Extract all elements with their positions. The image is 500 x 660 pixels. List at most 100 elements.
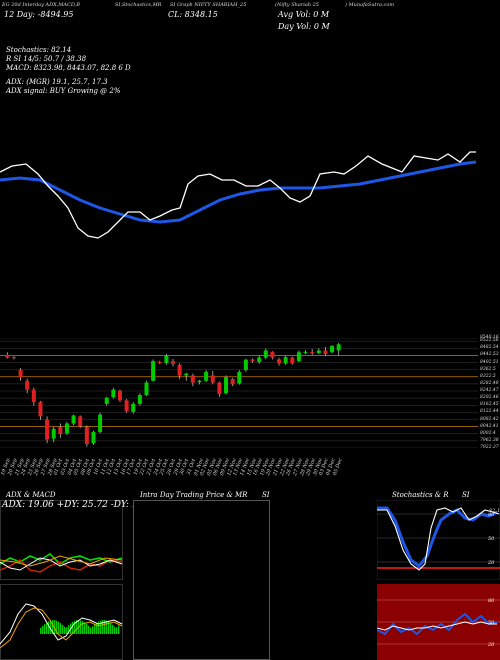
header-text-4: (Nifty Shariah 25 (275, 2, 319, 8)
candle (316, 348, 321, 355)
candle (177, 363, 182, 379)
macd-histogram-bar (102, 620, 104, 634)
candle (210, 370, 215, 385)
candle-body (316, 350, 321, 354)
left-value: 12 Day: -8494.95 (4, 10, 74, 19)
adx-text: ADX: (MGR) 19.1, 25.7, 17.3 (6, 78, 108, 86)
price-axis-label: 8162.45 (480, 402, 499, 408)
price-axis-label: 8082.42 (480, 416, 499, 422)
candle-body (11, 357, 16, 359)
stoch-d-line (377, 506, 498, 569)
candle (243, 358, 248, 372)
header-text-2: SI,Stochastics,MR (115, 2, 162, 8)
price-axis-label: 8322.5 (480, 373, 496, 379)
candle (171, 359, 175, 367)
candle-body (131, 403, 136, 412)
candle-body (78, 416, 83, 427)
candle-body (84, 427, 89, 444)
candle-body (124, 400, 129, 412)
candle (58, 423, 63, 438)
macd-histogram-bar (94, 624, 96, 634)
price-axis-label: 8122.44 (480, 409, 499, 415)
day-vol: Day Vol: 0 M (278, 22, 330, 31)
macd-histogram-bar (50, 620, 52, 634)
price-axis-label: 7922.37 (480, 445, 499, 450)
macd-histogram-bar (76, 620, 78, 634)
candle-body (98, 414, 103, 433)
macd-histogram-bar (60, 623, 62, 634)
stoch-title-si: SI (462, 491, 470, 499)
adx-readout: ADX: 19.06 +DY: 25.72 -DY: 17.49 (2, 500, 158, 510)
price-axis-label: 8362.5 (480, 366, 496, 372)
candle (164, 354, 169, 365)
macd-histogram-panel (0, 584, 123, 660)
candle (296, 350, 301, 363)
candle-body (5, 354, 10, 358)
macd-histogram-bar (104, 620, 106, 634)
candle (11, 356, 16, 360)
intraday-title: Intra Day Trading Price & MR (140, 491, 248, 499)
candle (270, 351, 275, 360)
candle (144, 380, 149, 396)
adx-signal-text: ADX signal: BUY Growing @ 2% (6, 87, 121, 95)
candle-body (197, 380, 202, 383)
candle-body (144, 382, 149, 396)
macd-histogram-bar (86, 623, 88, 634)
candle (263, 348, 268, 360)
rsi-panel (377, 584, 500, 660)
price-axis-label: 8540.16 (480, 335, 499, 340)
candle (310, 349, 315, 355)
price-axis-label: 8202.46 (480, 395, 499, 401)
candle (51, 427, 56, 443)
candle-body (151, 361, 156, 381)
candle (45, 416, 50, 444)
candle-body (303, 351, 308, 353)
price-axis-label: 7962.38 (480, 437, 499, 443)
macd-signal-line (0, 160, 477, 224)
candle-body (204, 371, 209, 381)
candle (84, 425, 89, 447)
candle (98, 412, 103, 434)
candle-body (330, 346, 335, 353)
macd-histogram-bar (72, 621, 74, 634)
candle-body (64, 423, 69, 434)
candle-body (71, 415, 76, 424)
candle (277, 357, 282, 366)
candle-body (217, 382, 222, 395)
candle-body (224, 377, 229, 394)
macd-histogram-bar (40, 628, 42, 634)
candle (257, 355, 262, 364)
candle (197, 379, 202, 385)
macd-histogram-bar (68, 625, 70, 634)
macd-text: MACD: 8323.98, 8443.07, 82.8 6 D (6, 64, 131, 72)
avg-vol: Avg Vol: 0 M (278, 10, 330, 19)
candle-body (310, 351, 315, 354)
adx-plus-line (0, 552, 123, 566)
candle-body (250, 359, 255, 362)
intraday-title-si: SI (262, 491, 270, 499)
macd-histogram-bar (64, 626, 66, 634)
macd-histogram-bar (116, 627, 118, 634)
candle-body (104, 397, 109, 404)
price-axis-label: 8522.56 (480, 338, 499, 344)
macd-histogram-bar (54, 620, 56, 634)
stoch-level-80: 80 (488, 512, 495, 518)
macd-histogram-bar (46, 622, 48, 634)
date-axis: 19 Sep 20 Sep 21 Sep 24 Sep 25 Sep 26 Sep 27 S… (0, 450, 480, 482)
header-text-5: ) MunafaSutra.com (345, 2, 395, 8)
candle (303, 350, 308, 355)
candle (131, 402, 136, 414)
adx-orange-line (0, 555, 123, 567)
price-axis-label: 8482.54 (480, 345, 499, 351)
rsi-level-20: 20 (488, 642, 495, 648)
rsi-level-80: 80 (488, 598, 495, 604)
macd-histogram-bar (52, 620, 54, 634)
candle (184, 372, 189, 381)
rsi-white-line (377, 621, 497, 631)
macd-histogram-bar (80, 620, 82, 634)
candle-body (323, 350, 328, 355)
macd-histogram-bar (106, 620, 108, 634)
candle (71, 414, 76, 426)
candle-body (290, 357, 295, 364)
adx-panel (0, 500, 123, 580)
